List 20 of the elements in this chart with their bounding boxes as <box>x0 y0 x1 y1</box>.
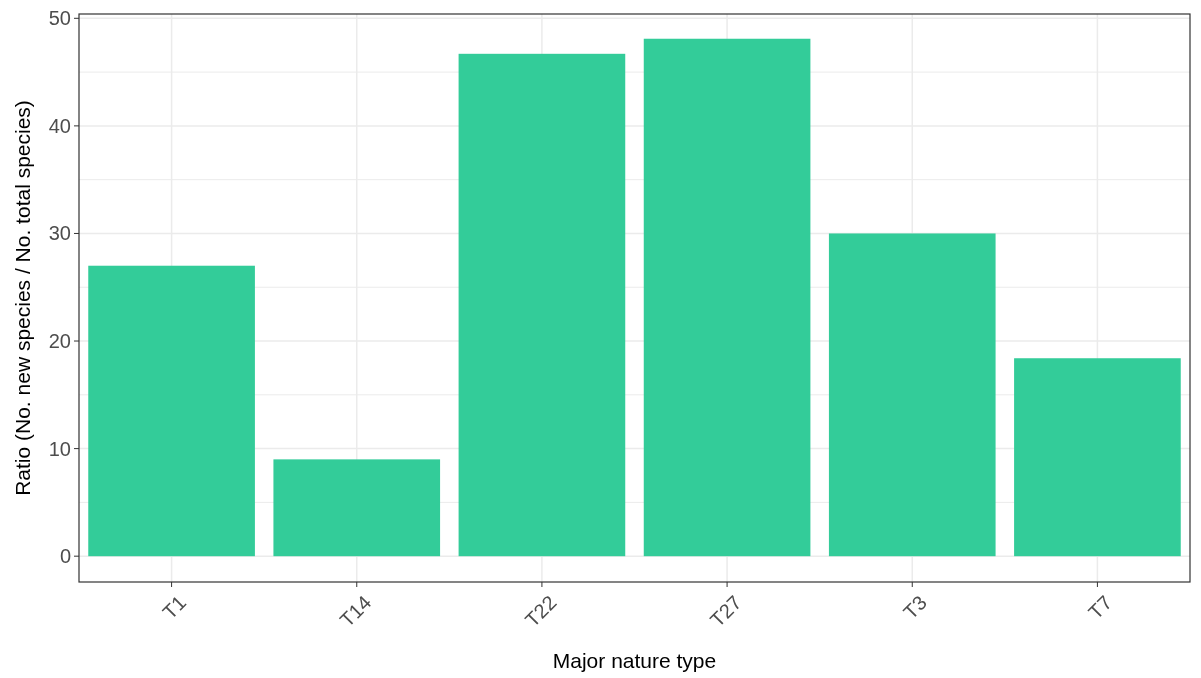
y-tick-label: 10 <box>48 437 71 460</box>
y-tick-label: 0 <box>59 545 71 568</box>
bar <box>273 459 441 557</box>
x-tick-label: T14 <box>335 591 376 632</box>
x-tick-label: T1 <box>158 591 191 624</box>
bar <box>828 233 996 557</box>
y-tick-label: 40 <box>48 114 71 137</box>
bar <box>643 38 811 557</box>
bar <box>1014 358 1181 557</box>
y-axis-title: Ratio (No. new species / No. total species) <box>11 100 34 496</box>
y-tick-label: 50 <box>48 7 71 30</box>
x-tick-label: T27 <box>705 591 746 632</box>
bar <box>88 265 255 557</box>
x-tick-label: T3 <box>898 591 931 624</box>
x-tick-label: T7 <box>1084 591 1117 624</box>
x-axis-title: Major nature type <box>552 649 717 672</box>
x-tick-label: T22 <box>520 591 561 632</box>
y-tick-label: 30 <box>48 222 71 245</box>
bar <box>458 53 626 557</box>
y-tick-label: 20 <box>48 330 71 353</box>
